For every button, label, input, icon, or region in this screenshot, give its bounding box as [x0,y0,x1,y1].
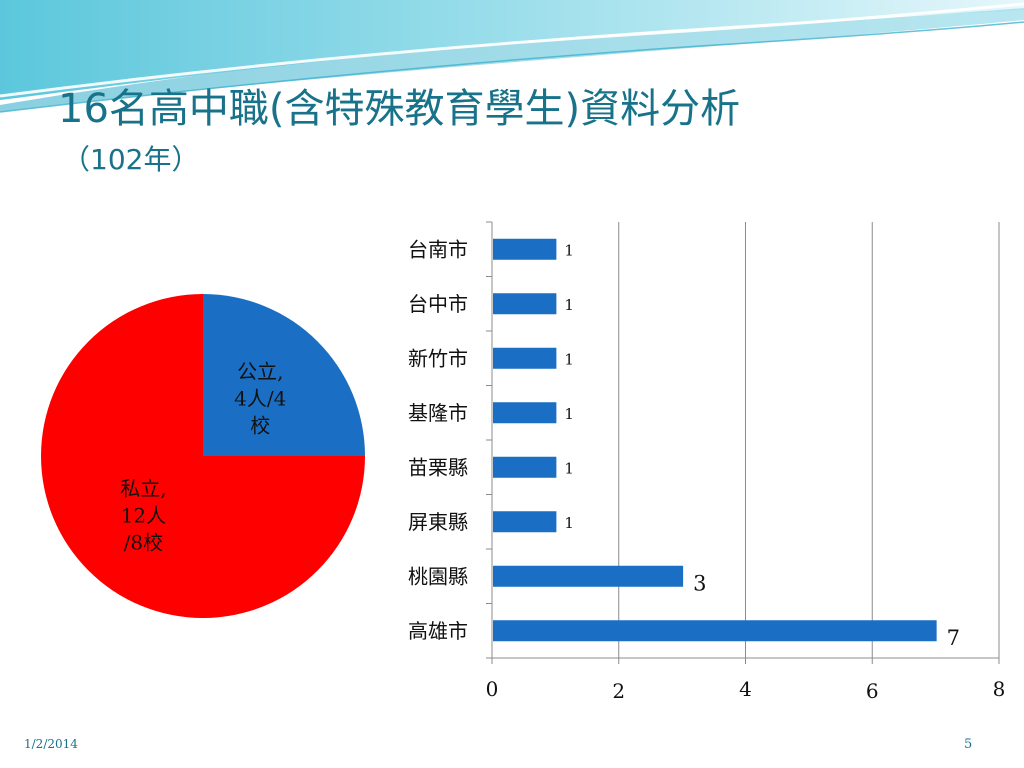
category-label-1: 台中市 [408,292,468,316]
bar-3 [493,402,557,424]
data-label-6: 3 [693,571,706,595]
bar-0 [493,238,557,260]
category-label-7: 高雄市 [408,619,468,643]
city-bar-chart: 0 2 4 6 8 台南市 1 台中市 1 新竹市 1 基隆市 1 苗栗縣 1 屏東縣 1 桃園縣 3 高雄市 7 [408,221,1006,703]
data-label-1: 1 [564,296,574,314]
pie-slice-label-0-1: 4人/4 [234,387,286,411]
data-label-5: 1 [564,514,574,532]
pie-slice-label-1-0: 私立, [120,477,166,501]
bar-7 [493,620,937,642]
bar-5 [493,511,557,533]
x-tick-label-0: 0 [486,677,499,701]
pie-slice-label-0-2: 校 [250,414,270,438]
x-tick-label-3: 6 [866,679,879,703]
school-type-pie-chart: 公立, 4人/4 校私立, 12人/8校 [41,294,365,618]
pie-slice-label-1-1: 12人 [121,504,166,528]
data-label-0: 1 [564,241,574,259]
bar-2 [493,347,557,369]
data-label-3: 1 [564,405,574,423]
slide-date: 1/2/2014 [24,737,78,751]
data-label-2: 1 [564,350,574,368]
data-label-4: 1 [564,459,574,477]
x-tick-label-2: 4 [739,677,752,701]
category-label-0: 台南市 [408,237,468,261]
pie-slice-label-0-0: 公立, [237,360,283,384]
x-tick-label-4: 8 [993,677,1006,701]
pie-slice-label-1-2: /8校 [124,531,163,555]
data-label-7: 7 [947,626,960,650]
slide-page-number: 5 [964,737,973,752]
bar-1 [493,293,557,315]
pie-slice-0 [203,294,365,456]
category-label-3: 基隆市 [408,401,468,425]
category-label-5: 屏東縣 [408,510,468,534]
bar-4 [493,456,557,478]
category-label-4: 苗栗縣 [408,455,468,479]
pie-slice-1 [41,294,365,618]
category-label-2: 新竹市 [408,346,468,370]
slide-title: 16名高中職(含特殊教育學生)資料分析 [58,86,741,132]
category-label-6: 桃園縣 [408,564,468,588]
x-tick-label-1: 2 [612,679,625,703]
slide-subtitle: （102年） [62,143,200,176]
header-wave-decoration [0,0,1024,113]
bar-6 [493,565,684,587]
